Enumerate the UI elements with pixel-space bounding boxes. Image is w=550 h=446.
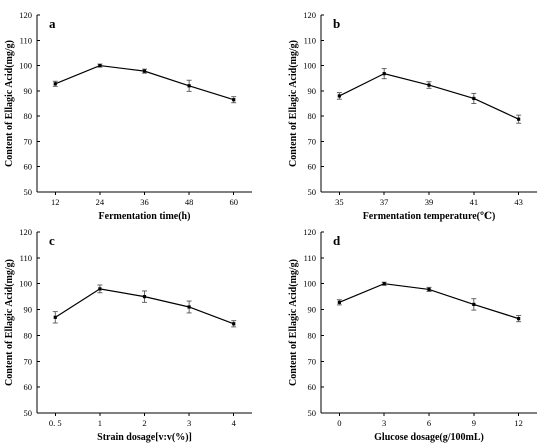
data-point	[98, 63, 102, 68]
x-tick-label: 36	[140, 197, 149, 207]
x-tick-label: 39	[425, 197, 434, 207]
data-point	[382, 282, 386, 286]
data-point	[142, 295, 147, 299]
y-tick-label: 80	[308, 330, 317, 340]
y-tick-label: 120	[19, 227, 32, 237]
data-point	[472, 96, 476, 101]
data-point	[337, 300, 341, 304]
data-point	[427, 287, 431, 292]
y-tick-label: 120	[303, 10, 316, 20]
data-point	[517, 117, 521, 121]
y-tick-label: 90	[24, 305, 33, 315]
y-tick-label: 80	[24, 330, 33, 340]
y-tick-label: 60	[24, 162, 33, 172]
x-tick-label: 43	[514, 197, 523, 207]
data-point	[232, 322, 236, 326]
y-tick-label: 90	[24, 86, 33, 96]
x-axis-title: Strain dosage[v:v(%)]	[97, 432, 192, 443]
series-line	[339, 73, 519, 120]
data-point	[427, 83, 431, 87]
data-point	[53, 315, 57, 319]
data-point	[187, 84, 191, 88]
x-tick-label: 24	[96, 197, 105, 207]
y-tick-label: 110	[20, 35, 32, 45]
y-axis-title: Content of Ellagic Acid(mg/g)	[288, 40, 299, 167]
panel-b: 50 60 70 80 90 100 110 120 35 37 39 41 43 b Fermentati…	[288, 10, 537, 222]
x-tick-label: 0. 5	[49, 418, 62, 428]
panel-letter: b	[333, 16, 340, 31]
x-tick-label: 3	[382, 418, 386, 428]
panel-a: 50 60 70 80 90 100 110 120 12 24 36 48 60 a Fermentati…	[4, 10, 252, 222]
data-point	[187, 305, 191, 309]
y-tick-label: 120	[303, 227, 316, 237]
y-tick-label: 50	[24, 408, 33, 418]
x-tick-label: 2	[142, 418, 146, 428]
y-tick-label: 100	[303, 279, 316, 289]
data-point	[517, 317, 521, 321]
x-tick-label: 9	[472, 418, 476, 428]
data-point	[382, 72, 386, 76]
x-axis-title: Glucose dosage(g/100mL)	[374, 432, 484, 443]
x-tick-label: 41	[470, 197, 479, 207]
y-tick-label: 50	[24, 187, 33, 197]
y-tick-label: 110	[20, 253, 32, 263]
y-axis-title: Content of Ellagic Acid(mg/g)	[288, 259, 299, 386]
y-tick-label: 60	[308, 162, 317, 172]
x-tick-label: 4	[232, 418, 237, 428]
y-tick-label: 80	[24, 111, 33, 121]
x-tick-label: 12	[51, 197, 60, 207]
panel-letter: d	[333, 233, 341, 248]
x-tick-label: 48	[185, 197, 194, 207]
y-tick-label: 90	[308, 86, 317, 96]
panel-letter: c	[49, 233, 55, 248]
x-tick-label: 12	[514, 418, 523, 428]
x-tick-label: 0	[337, 418, 341, 428]
y-tick-label: 110	[304, 35, 316, 45]
y-tick-label: 120	[19, 10, 32, 20]
data-point	[337, 94, 341, 98]
y-tick-label: 70	[308, 136, 317, 146]
x-tick-label: 35	[335, 197, 344, 207]
x-tick-label: 1	[98, 418, 102, 428]
x-axis-title: Fermentation temperature(℃)	[363, 211, 496, 222]
y-tick-label: 50	[308, 408, 317, 418]
panel-letter: a	[49, 16, 56, 31]
x-tick-label: 60	[229, 197, 238, 207]
y-tick-label: 100	[19, 61, 32, 71]
y-tick-label: 110	[304, 253, 316, 263]
y-axis-title: Content of Ellagic Acid(mg/g)	[4, 40, 15, 167]
x-tick-label: 6	[427, 418, 431, 428]
data-point	[98, 287, 102, 291]
y-tick-label: 100	[303, 61, 316, 71]
y-tick-label: 100	[19, 279, 32, 289]
data-point	[142, 69, 147, 73]
y-tick-label: 70	[308, 356, 317, 366]
y-tick-label: 70	[24, 356, 33, 366]
y-tick-label: 80	[308, 111, 317, 121]
x-tick-label: 37	[380, 197, 389, 207]
y-tick-label: 60	[308, 382, 317, 392]
y-tick-label: 50	[308, 187, 317, 197]
y-tick-label: 60	[24, 382, 33, 392]
data-point	[232, 98, 236, 102]
data-point	[472, 302, 476, 306]
x-tick-label: 3	[187, 418, 191, 428]
panel-c: 50 60 70 80 90 100 110 120 0. 5 1 2 3 4 c Strain dosag…	[4, 227, 252, 443]
y-tick-label: 90	[308, 305, 317, 315]
y-tick-label: 70	[24, 136, 33, 146]
data-point	[53, 82, 57, 86]
y-axis-title: Content of Ellagic Acid(mg/g)	[4, 259, 15, 386]
panel-d: 50 60 70 80 90 100 110 120 0 3 6 9 12 d Glucose dosage…	[288, 227, 537, 443]
x-axis-title: Fermentation time(h)	[99, 211, 191, 222]
